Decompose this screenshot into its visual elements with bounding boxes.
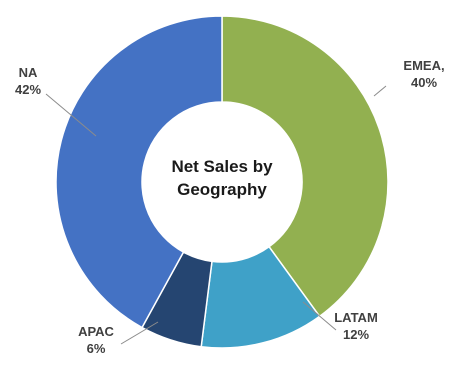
leader-line-emea xyxy=(373,85,387,97)
slice-emea xyxy=(221,15,389,318)
slice-na xyxy=(55,15,223,329)
chart-title-line-1: Net Sales by xyxy=(171,157,273,176)
data-label-latam: LATAM 12% xyxy=(334,310,378,342)
chart-data-labels: EMEA, 40% LATAM 12% APAC 6% NA 42% xyxy=(15,58,445,356)
leader-line-latam xyxy=(302,301,337,331)
data-label-emea: EMEA, 40% xyxy=(403,58,444,90)
chart-title-line-2: Geography xyxy=(177,180,267,199)
chart-leader-lines xyxy=(45,85,387,345)
leader-line-apac xyxy=(120,321,159,345)
leader-line-na xyxy=(45,93,97,137)
data-label-apac: APAC 6% xyxy=(78,324,114,356)
chart-center: Net Sales by Geography xyxy=(171,157,273,199)
data-label-na: NA 42% xyxy=(15,65,41,97)
chart-slices xyxy=(55,15,389,349)
